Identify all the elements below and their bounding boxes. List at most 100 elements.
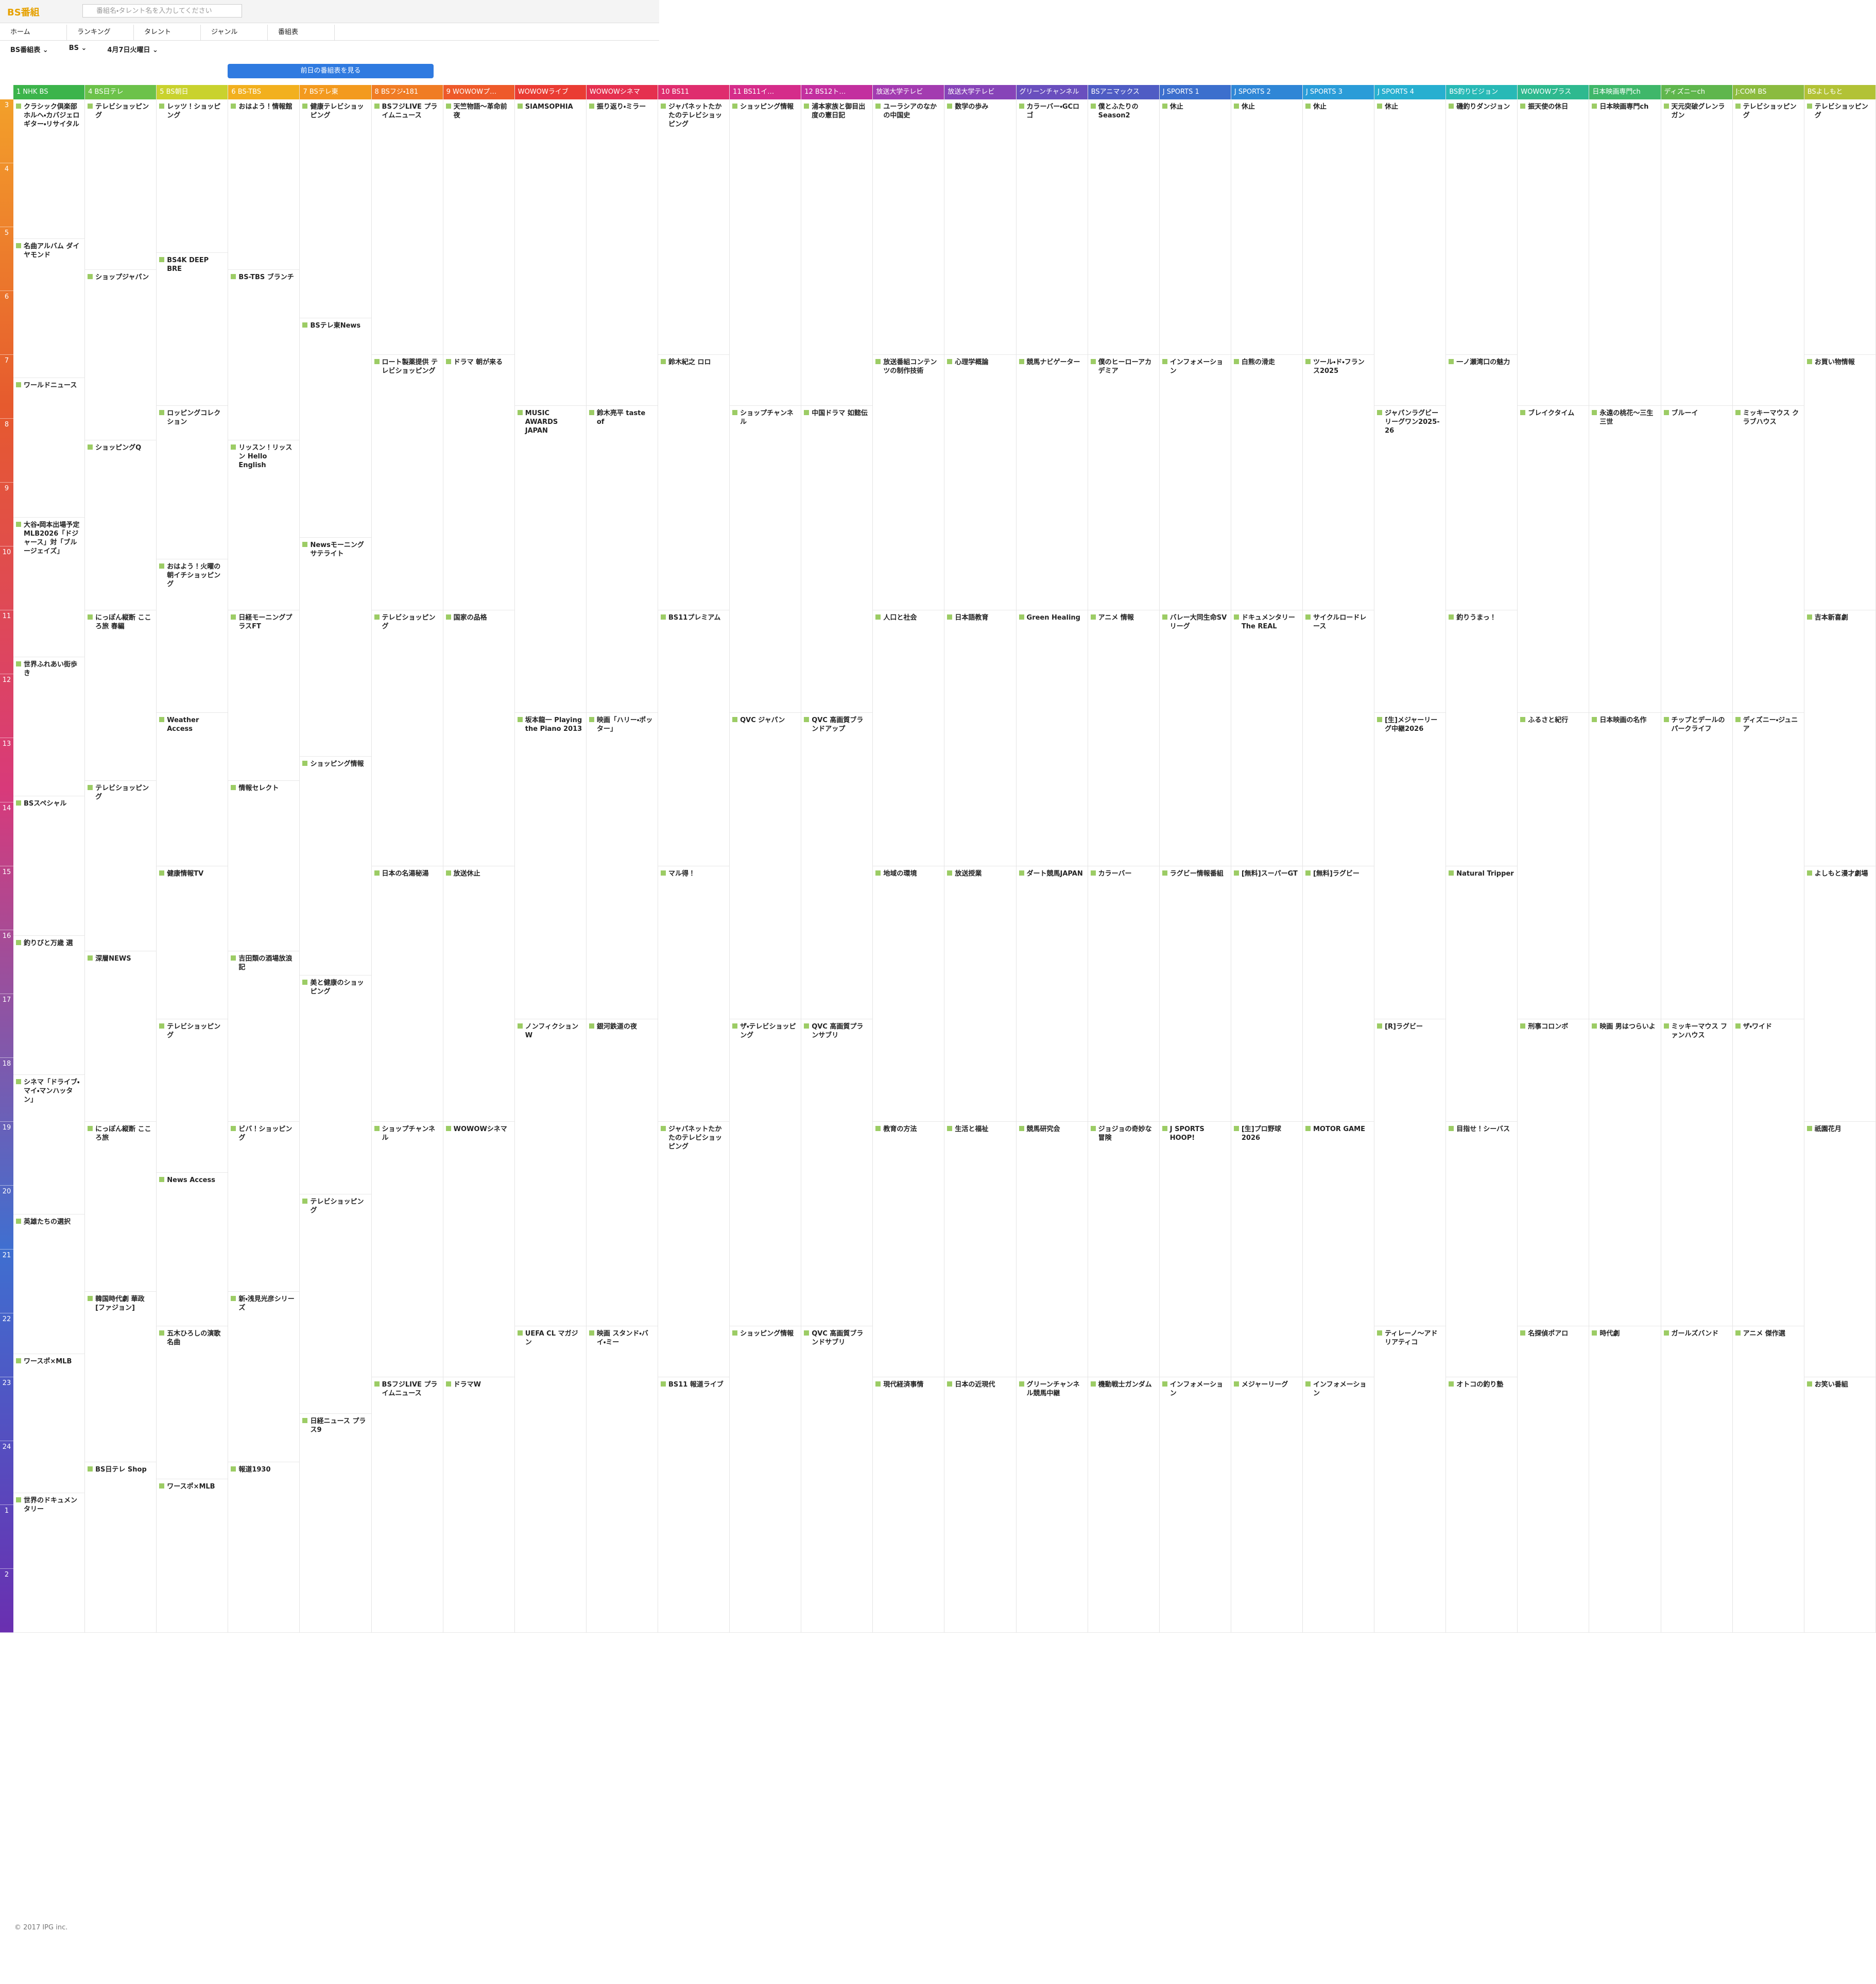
program-cell[interactable]: QVC ジャパン	[730, 713, 801, 1020]
program-cell[interactable]: BS11プレミアム	[658, 610, 730, 866]
program-cell[interactable]: Green Healing	[1016, 610, 1088, 866]
program-cell[interactable]: Weather Access	[157, 713, 228, 866]
program-cell[interactable]: 吉田類の酒場放浪記	[228, 951, 300, 1122]
program-cell[interactable]: QVC 高画質ブランドサブリ	[801, 1326, 873, 1633]
program-cell[interactable]: 休止	[1231, 99, 1302, 355]
nav-tab[interactable]: タレント	[134, 25, 201, 40]
program-cell[interactable]: 鈴木亮平 taste of	[586, 406, 658, 713]
program-cell[interactable]: [生]メジャーリーグ中継2026	[1374, 713, 1446, 1020]
program-cell[interactable]: 深層NEWS	[85, 951, 157, 1122]
program-cell[interactable]: 休止	[1302, 99, 1374, 355]
nav-tab[interactable]: ホーム	[0, 25, 67, 40]
program-cell[interactable]: 世界のドキュメンタリー	[13, 1493, 85, 1633]
program-cell[interactable]: 僕とふたりのSeason2	[1088, 99, 1159, 355]
program-cell[interactable]: ショッピングQ	[85, 440, 157, 611]
program-cell[interactable]: [無料]スーパーGT	[1231, 866, 1302, 1122]
program-cell[interactable]: インフォメーション	[1302, 1377, 1374, 1633]
program-cell[interactable]: 映画 男はつらいよ	[1589, 1019, 1661, 1326]
nav-tab[interactable]: 番組表	[268, 25, 335, 40]
program-cell[interactable]: インフォメーション	[1159, 355, 1231, 611]
program-cell[interactable]: テレビショッピング	[300, 1194, 371, 1414]
channel-name[interactable]: J SPORTS 4	[1374, 85, 1446, 99]
program-cell[interactable]: インフォメーション	[1159, 1377, 1231, 1633]
program-cell[interactable]: 永遠の桃花〜三生三世	[1589, 406, 1661, 713]
channel-name[interactable]: WOWOWライブ	[514, 85, 586, 99]
program-cell[interactable]: ワースポ×MLB	[157, 1479, 228, 1633]
program-cell[interactable]: BS11 報道ライブ	[658, 1377, 730, 1633]
program-cell[interactable]: レッツ！ショッピング	[157, 99, 228, 253]
program-cell[interactable]: ドラマ 朝が来る	[443, 355, 514, 611]
program-cell[interactable]: 地域の環境	[873, 866, 944, 1122]
channel-name[interactable]: J SPORTS 2	[1231, 85, 1302, 99]
channel-name[interactable]: 4 BS日テレ	[85, 85, 157, 99]
program-cell[interactable]: QVC 高画質ブランドアップ	[801, 713, 873, 1020]
program-cell[interactable]: ミッキーマウス クラブハウス	[1732, 406, 1804, 713]
program-cell[interactable]: [R]ラグビー	[1374, 1019, 1446, 1326]
program-cell[interactable]: BSスペシャル	[13, 796, 85, 936]
program-cell[interactable]: 日本映画の名作	[1589, 713, 1661, 1020]
program-cell[interactable]: 放送番組コンテンツの制作技術	[873, 355, 944, 611]
program-cell[interactable]: 健康情報TV	[157, 866, 228, 1020]
program-cell[interactable]: ザ・テレビショッピング	[730, 1019, 801, 1326]
program-cell[interactable]: QVC 高画質プランサブリ	[801, 1019, 873, 1326]
nav-tab[interactable]: ランキング	[67, 25, 134, 40]
dropdown[interactable]: 4月7日火曜日	[107, 44, 158, 54]
program-cell[interactable]: ロート製薬提供 テレビショッピング	[371, 355, 443, 611]
program-cell[interactable]: Natural Tripper	[1446, 866, 1518, 1122]
program-cell[interactable]: 日本語教育	[944, 610, 1016, 866]
program-cell[interactable]: 釣りびと万歳 選	[13, 936, 85, 1075]
program-cell[interactable]: 磯釣りダンジョン	[1446, 99, 1518, 355]
channel-name[interactable]: J SPORTS 1	[1159, 85, 1231, 99]
logo[interactable]: BS番組	[7, 7, 40, 18]
channel-name[interactable]: 11 BS11イ…	[730, 85, 801, 99]
program-cell[interactable]: ジャパンラグビー リーグワン2025-26	[1374, 406, 1446, 713]
program-cell[interactable]: 大谷・岡本出場予定 MLB2026「ドジャース」対「ブルージェイズ」	[13, 518, 85, 657]
program-cell[interactable]: ドキュメンタリー The REAL	[1231, 610, 1302, 866]
program-cell[interactable]: 天元突破グレンラガン	[1661, 99, 1732, 406]
program-cell[interactable]: MOTOR GAME	[1302, 1122, 1374, 1377]
channel-name[interactable]: 10 BS11	[658, 85, 730, 99]
program-cell[interactable]: 刑事コロンボ	[1518, 1019, 1589, 1326]
prev-day-button[interactable]: 前日の番組表を見る	[228, 64, 434, 78]
program-cell[interactable]: MUSIC AWARDS JAPAN	[514, 406, 586, 713]
channel-name[interactable]: 6 BS-TBS	[228, 85, 300, 99]
program-cell[interactable]: [無料]ラグビー	[1302, 866, 1374, 1122]
program-cell[interactable]: オトコの釣り塾	[1446, 1377, 1518, 1633]
channel-name[interactable]: 7 BSテレ東	[300, 85, 371, 99]
program-cell[interactable]: BSテレ東News	[300, 318, 371, 538]
channel-name[interactable]: 日本映画専門ch	[1589, 85, 1661, 99]
program-cell[interactable]: 世界ふれあい街歩き	[13, 657, 85, 797]
program-cell[interactable]: ワールドニュース	[13, 378, 85, 518]
program-cell[interactable]: メジャーリーグ	[1231, 1377, 1302, 1633]
channel-name[interactable]: J:COM BS	[1732, 85, 1804, 99]
program-cell[interactable]: 白熊の滑走	[1231, 355, 1302, 611]
program-cell[interactable]: 坂本龍一 Playing the Piano 2013	[514, 713, 586, 1020]
program-cell[interactable]: 競馬研究会	[1016, 1122, 1088, 1377]
program-cell[interactable]: 日本の名湯秘湯	[371, 866, 443, 1122]
program-cell[interactable]: News Access	[157, 1173, 228, 1326]
program-cell[interactable]: 放送授業	[944, 866, 1016, 1122]
program-cell[interactable]: 現代経済事情	[873, 1377, 944, 1633]
program-cell[interactable]: SIAMSOPHIA	[514, 99, 586, 406]
program-cell[interactable]: シネマ「ドライブ・マイ・マンハッタン」	[13, 1075, 85, 1215]
program-cell[interactable]: 英雄たちの選択	[13, 1215, 85, 1354]
program-cell[interactable]: 機動戦士ガンダム	[1088, 1377, 1159, 1633]
program-cell[interactable]: にっぽん縦断 こころ旅	[85, 1122, 157, 1292]
program-cell[interactable]: 国家の品格	[443, 610, 514, 866]
program-cell[interactable]: 目指せ！シーバス	[1446, 1122, 1518, 1377]
channel-name[interactable]: グリーンチャンネル	[1016, 85, 1088, 99]
program-cell[interactable]: おはよう！情報館	[228, 99, 300, 270]
program-cell[interactable]: ダート競馬JAPAN	[1016, 866, 1088, 1122]
program-cell[interactable]: 祇園花月	[1804, 1122, 1875, 1377]
program-cell[interactable]: テレビショッピング	[1804, 99, 1875, 355]
program-cell[interactable]: 競馬ナビゲーター	[1016, 355, 1088, 611]
program-cell[interactable]: 僕のヒーローアカデミア	[1088, 355, 1159, 611]
program-cell[interactable]: 映画「ハリー・ポッター」	[586, 713, 658, 1020]
program-cell[interactable]: ブレイクタイム	[1518, 406, 1589, 713]
channel-name[interactable]: WOWOWシネマ	[586, 85, 658, 99]
program-cell[interactable]: ショップジャパン	[85, 270, 157, 440]
program-cell[interactable]: チップとデールのパークライフ	[1661, 713, 1732, 1020]
program-cell[interactable]: ミッキーマウス ファンハウス	[1661, 1019, 1732, 1326]
program-cell[interactable]: BS-TBS ブランチ	[228, 270, 300, 440]
program-cell[interactable]: UEFA CL マガジン	[514, 1326, 586, 1633]
